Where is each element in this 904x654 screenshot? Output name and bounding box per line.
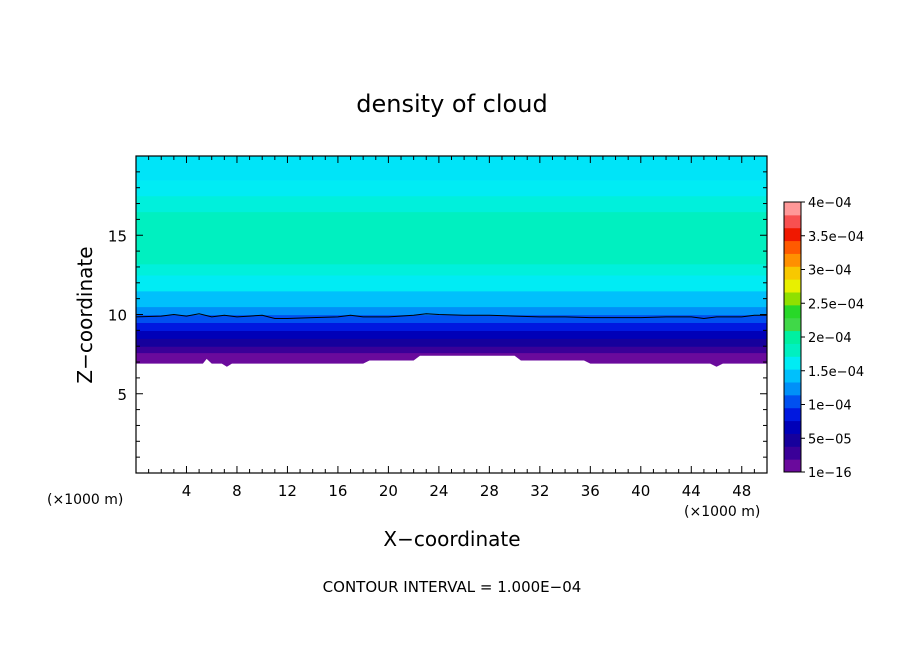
colorbar-swatch (784, 459, 801, 473)
x-axis-label: X−coordinate (383, 527, 520, 551)
y-tick-labels: 5 10 15 (108, 227, 127, 404)
colorbar-swatch (784, 356, 801, 370)
x-tick-label: 12 (278, 482, 297, 500)
contour-band-4 (136, 322, 767, 331)
colorbar-swatch (784, 227, 801, 242)
colorbar-swatch (784, 266, 801, 280)
x-tick-label: 4 (182, 482, 192, 500)
contour-band-5 (136, 314, 767, 324)
colorbar-swatch (784, 394, 801, 409)
colorbar-label: 3e−04 (808, 264, 852, 279)
colorbar-swatch (784, 304, 801, 319)
colorbar-swatch (784, 382, 801, 396)
contour-line-group (136, 313, 767, 319)
colorbar-label: 5e−05 (808, 432, 852, 447)
x-tick-label: 48 (732, 482, 751, 500)
colorbar-label: 1e−04 (808, 399, 852, 414)
contour-field (136, 156, 767, 367)
y-tick-label: 5 (117, 386, 127, 404)
colorbar-label: 4e−04 (808, 196, 852, 211)
y-axis-label: Z−coordinate (73, 246, 97, 383)
x-unit-label: (×1000 m) (684, 504, 760, 520)
contour-band-11 (136, 195, 767, 213)
y-tick-label: 15 (108, 227, 127, 245)
colorbar-label: 2.5e−04 (808, 297, 864, 312)
x-tick-label: 24 (429, 482, 448, 500)
contour-line-1e-4 (136, 313, 767, 319)
colorbar (783, 201, 802, 473)
contour-band-12 (136, 179, 767, 197)
colorbar-swatch (784, 433, 801, 447)
colorbar-swatch (784, 292, 801, 306)
contour-band-10 (136, 211, 767, 265)
colorbar-swatch (784, 420, 801, 434)
x-tick-label: 16 (328, 482, 347, 500)
contour-band-9 (136, 263, 767, 276)
colorbar-swatch (784, 330, 801, 344)
colorbar-swatch (784, 446, 801, 460)
colorbar-swatch (784, 279, 801, 293)
contour-band-13 (136, 156, 767, 181)
contour-band-6 (136, 306, 767, 316)
colorbar-swatch (784, 343, 801, 357)
x-tick-labels: 4 8 12 16 20 24 28 32 36 40 44 48 (182, 482, 752, 500)
x-tick-label: 28 (480, 482, 499, 500)
x-tick-label: 8 (232, 482, 242, 500)
x-tick-label: 40 (631, 482, 650, 500)
colorbar-swatch (784, 317, 801, 332)
contour-band-3 (136, 330, 767, 339)
colorbar-swatch (784, 214, 801, 229)
contour-band-7 (136, 290, 767, 308)
colorbar-swatch (784, 369, 801, 383)
contour-band-2 (136, 338, 767, 347)
x-tick-label: 36 (581, 482, 600, 500)
chart-title: density of cloud (356, 90, 547, 118)
colorbar-label: 2e−04 (808, 331, 852, 346)
colorbar-swatch (784, 407, 801, 422)
contour-interval-footer: CONTOUR INTERVAL = 1.000E−04 (323, 578, 582, 596)
colorbar-swatch (784, 240, 801, 254)
colorbar-labels: 1e−16 5e−05 1e−04 1.5e−04 2e−04 2.5e−04 3e−04 3… (801, 196, 864, 481)
contour-band-8 (136, 274, 767, 292)
axis-ticks (136, 156, 767, 473)
contour-band-0 (136, 352, 767, 367)
x-tick-label: 44 (682, 482, 701, 500)
colorbar-label: 3.5e−04 (808, 230, 864, 245)
contour-band-1 (136, 346, 767, 354)
y-tick-label: 10 (108, 307, 127, 325)
z-unit-label: (×1000 m) (47, 492, 123, 508)
colorbar-label: 1e−16 (808, 466, 852, 481)
x-tick-label: 20 (379, 482, 398, 500)
colorbar-label: 1.5e−04 (808, 365, 864, 380)
colorbar-swatch (784, 202, 801, 216)
x-tick-label: 32 (530, 482, 549, 500)
colorbar-swatch (784, 253, 801, 267)
